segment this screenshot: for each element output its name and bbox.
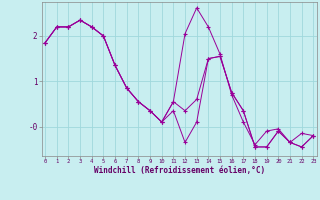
X-axis label: Windchill (Refroidissement éolien,°C): Windchill (Refroidissement éolien,°C) [94,166,265,175]
